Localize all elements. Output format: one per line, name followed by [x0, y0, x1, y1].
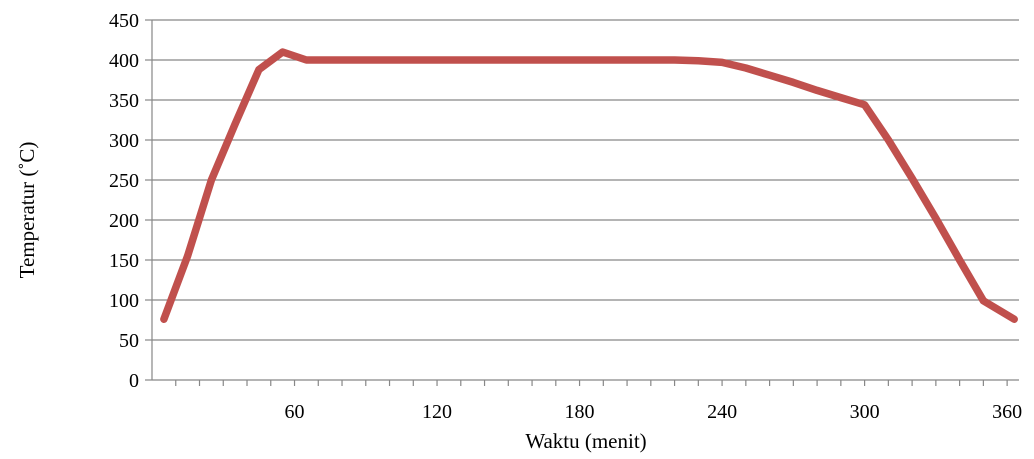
data-point: [279, 49, 286, 56]
y-tick-label: 300: [109, 130, 139, 152]
y-tick-label: 350: [109, 90, 139, 112]
data-point: [837, 94, 844, 101]
data-point: [861, 101, 868, 108]
x-tick-label: 240: [707, 401, 737, 423]
data-point: [624, 57, 631, 64]
x-tick-labels: 60 120 180 240 300 360: [285, 401, 1023, 423]
data-point: [232, 121, 239, 128]
data-point: [1011, 316, 1018, 323]
series-group: [160, 48, 1018, 323]
y-tick-label: 250: [109, 170, 139, 192]
data-point: [434, 57, 441, 64]
data-point: [208, 177, 215, 184]
data-point: [481, 57, 488, 64]
data-point: [695, 57, 702, 64]
data-point: [576, 57, 583, 64]
x-tick-label: 300: [850, 401, 880, 423]
data-point: [814, 87, 821, 94]
data-point: [529, 57, 536, 64]
data-point: [956, 257, 963, 264]
y-tick-label: 150: [109, 250, 139, 272]
grid-lines: [152, 19, 1019, 341]
series-line: [160, 48, 1018, 323]
data-point: [671, 57, 678, 64]
data-point: [386, 57, 393, 64]
x-axis-title: Waktu (menit): [525, 429, 646, 453]
data-point: [909, 175, 916, 182]
y-tick-labels: 0 50 100 150 200 250 300 350 400 450: [109, 10, 152, 392]
x-tick-label: 180: [565, 401, 595, 423]
data-point: [339, 57, 346, 64]
y-tick-label: 200: [109, 210, 139, 232]
data-point: [184, 253, 191, 260]
data-point: [885, 137, 892, 144]
y-axis-title: Temperatur (˚C): [15, 142, 39, 279]
data-point: [980, 297, 987, 304]
data-point: [255, 66, 262, 73]
y-tick-label: 100: [109, 290, 139, 312]
y-tick-label: 50: [119, 330, 139, 352]
data-point: [160, 316, 167, 323]
data-point: [742, 65, 749, 72]
x-tick-label: 360: [992, 401, 1022, 423]
x-minor-ticks: [175, 380, 1008, 386]
x-tick-label: 60: [285, 401, 305, 423]
data-point: [303, 57, 310, 64]
data-point: [719, 59, 726, 66]
data-point: [790, 79, 797, 86]
y-tick-label: 450: [109, 10, 139, 32]
data-point: [766, 72, 773, 79]
x-tick-label: 120: [422, 401, 452, 423]
y-tick-label: 0: [129, 370, 139, 392]
data-point: [932, 215, 939, 222]
y-tick-label: 400: [109, 50, 139, 72]
